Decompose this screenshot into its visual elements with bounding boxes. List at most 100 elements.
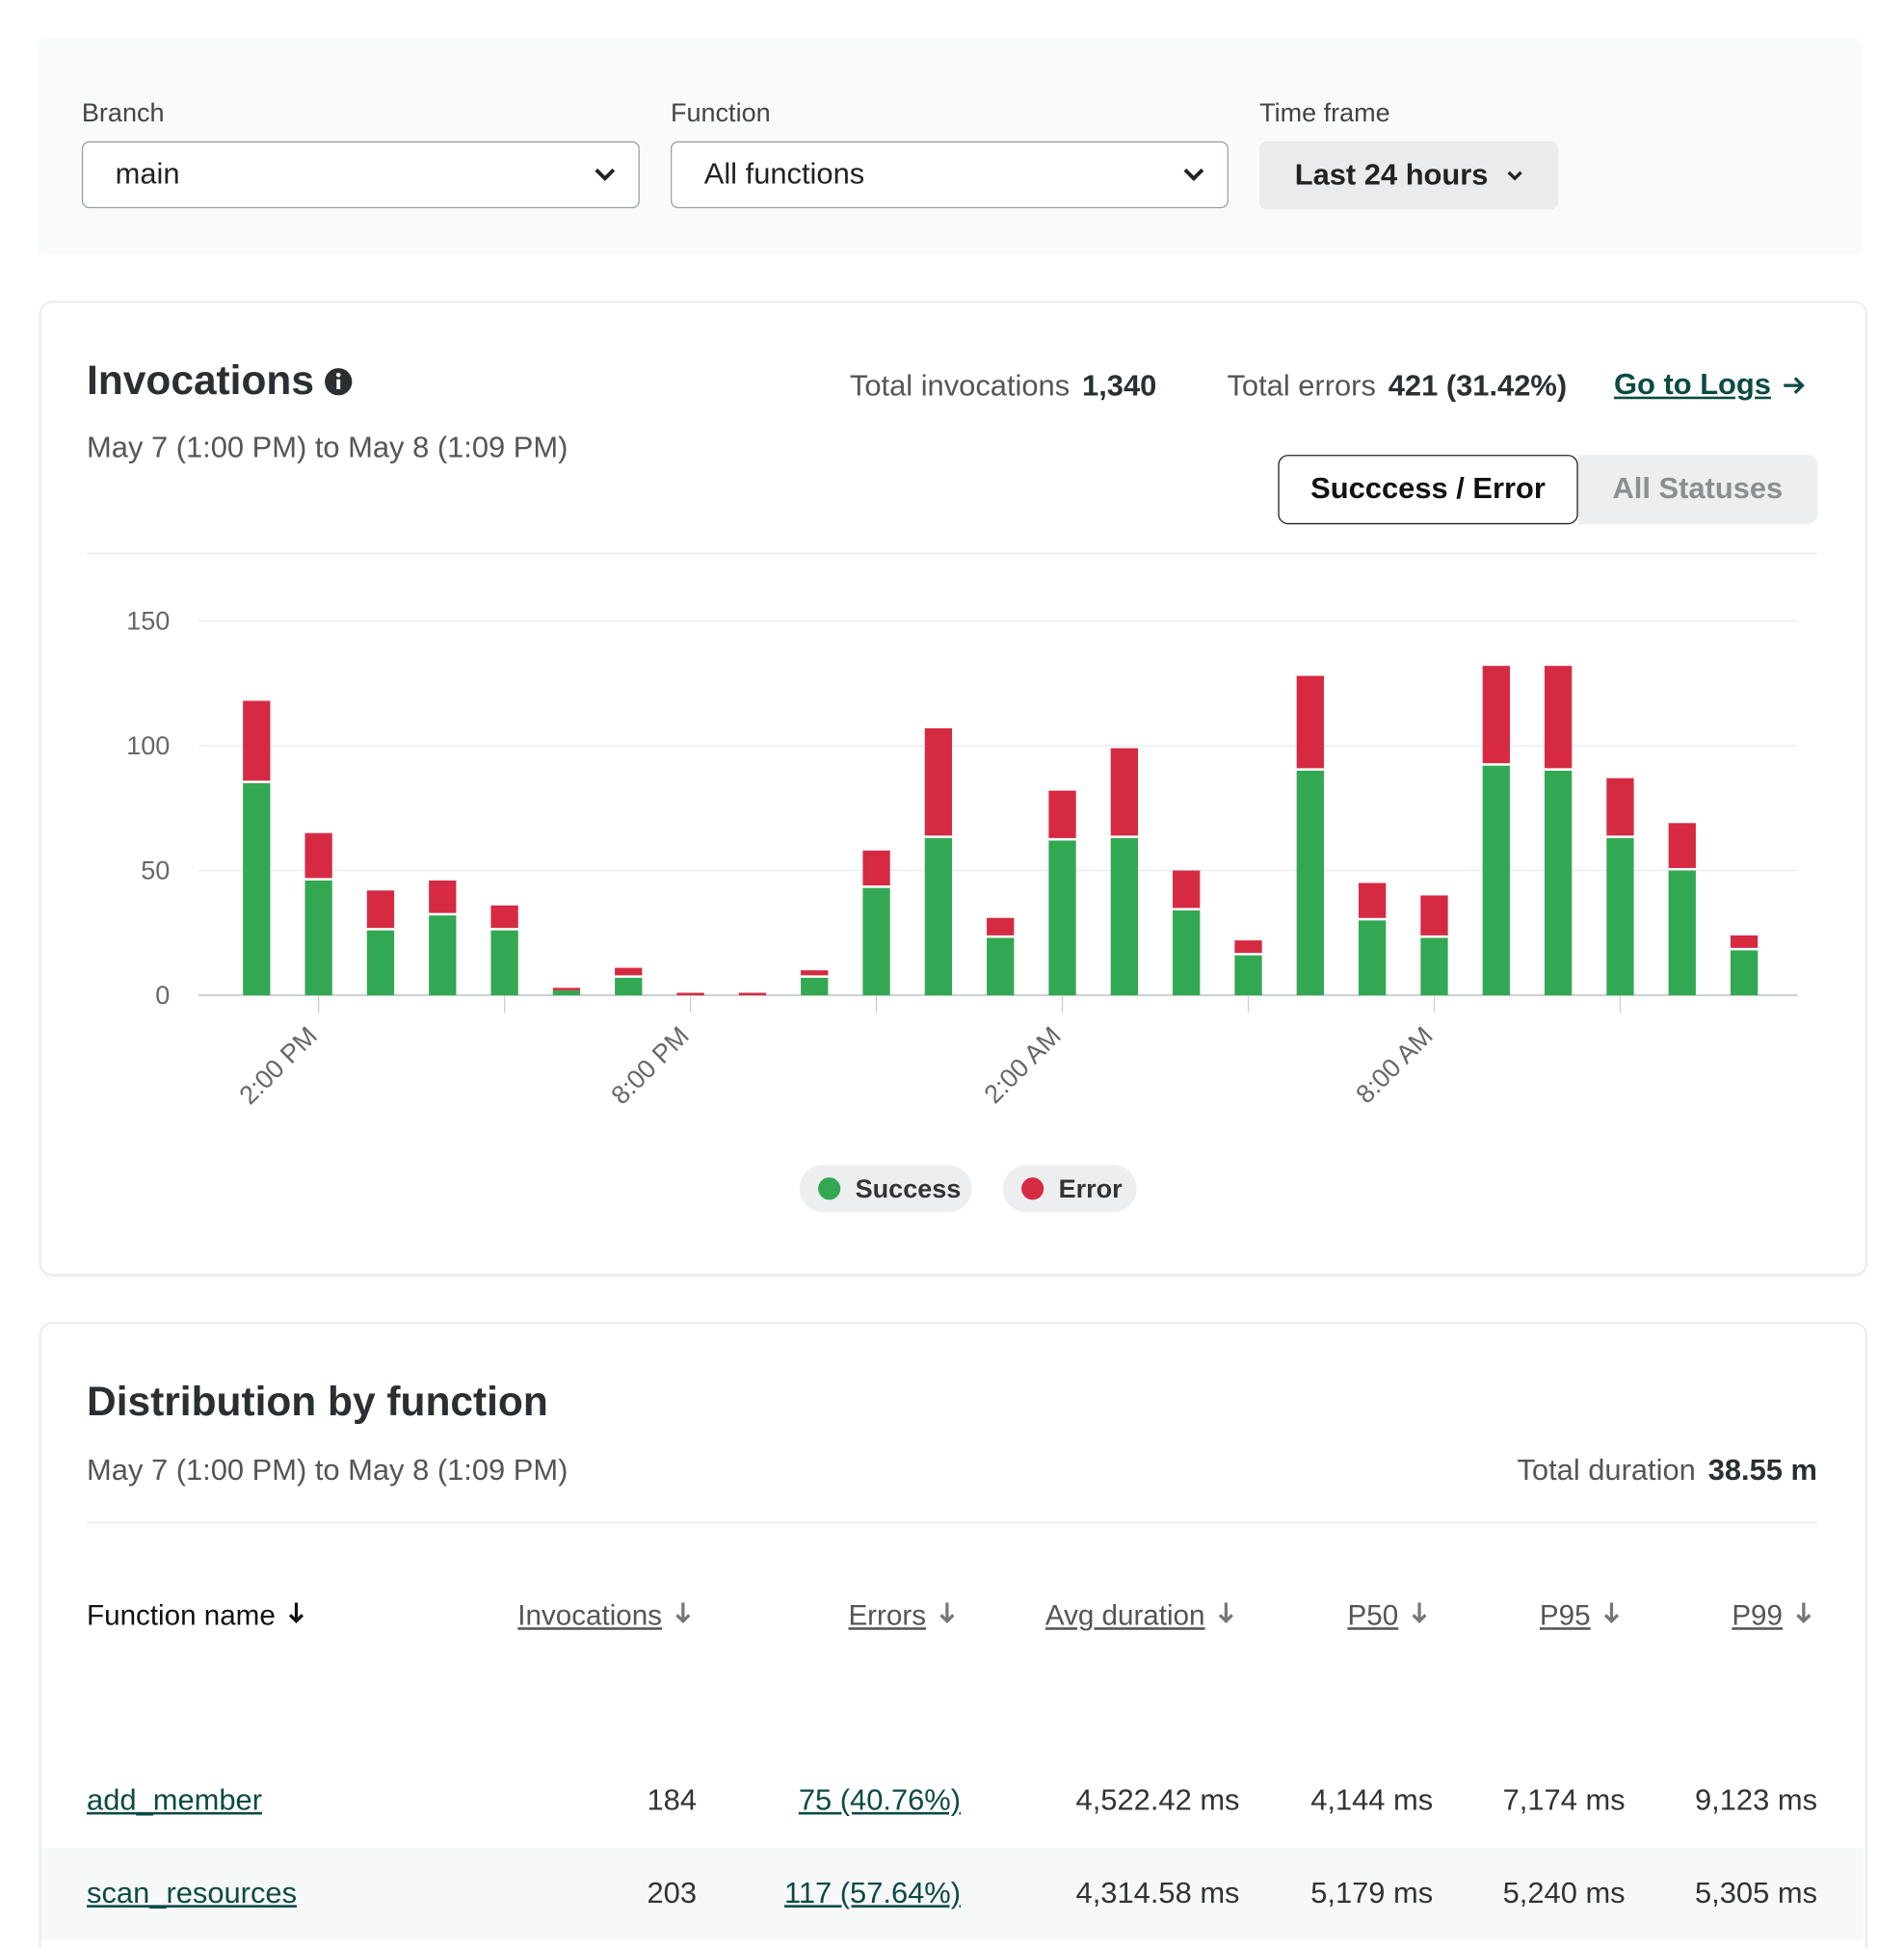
legend-label: Error — [1059, 1174, 1124, 1203]
bar-segment — [862, 850, 890, 886]
bar-segment — [552, 989, 581, 996]
bar-segment — [1048, 790, 1076, 838]
sort-arrow — [1411, 1599, 1428, 1633]
column-header[interactable]: P50 — [1348, 1599, 1429, 1633]
logs-link[interactable]: Go to Logs — [1614, 368, 1806, 403]
column-header[interactable]: Function name — [87, 1599, 305, 1633]
y-tick-label: 150 — [126, 607, 170, 636]
legend-pill — [799, 1165, 972, 1213]
select-value: Last 24 hours — [1294, 158, 1489, 192]
branch-select[interactable]: main — [81, 141, 640, 209]
stat-value: 38.55 m — [1707, 1454, 1818, 1488]
bar-segment — [1482, 666, 1510, 764]
table-cell: 5,179 ms — [1310, 1876, 1434, 1909]
errors-link[interactable]: 117 (57.64%) — [783, 1876, 962, 1909]
toggle-option[interactable]: All Statuses — [1577, 455, 1818, 525]
legend-pill — [1002, 1165, 1137, 1213]
sort-arrow — [674, 1599, 692, 1633]
bar-segment — [924, 727, 953, 836]
bar-segment — [366, 890, 395, 929]
legend-label: Success — [856, 1174, 962, 1203]
bar-segment — [1420, 937, 1448, 996]
bar-segment — [987, 917, 1015, 935]
bar-segment — [862, 887, 890, 996]
distribution-card — [40, 1322, 1867, 1949]
legend-swatch — [818, 1177, 841, 1200]
bar-segment — [1234, 940, 1262, 954]
toggle-option-active[interactable]: Succcess / Error — [1278, 455, 1578, 525]
column-header[interactable]: P95 — [1540, 1599, 1621, 1633]
table-cell: 5,305 ms — [1695, 1876, 1818, 1909]
bar-segment — [243, 700, 271, 781]
header-text: Invocations — [517, 1598, 662, 1632]
table-cell: 184 — [647, 1783, 698, 1818]
errors-link[interactable]: 75 (40.76%) — [798, 1783, 962, 1818]
function-select[interactable]: All functions — [670, 141, 1229, 209]
table-cell: 7,174 ms — [1502, 1783, 1626, 1818]
bar-segment — [1730, 950, 1759, 996]
bar-segment — [366, 930, 395, 996]
divider — [87, 552, 1818, 555]
sort-arrow — [939, 1599, 956, 1633]
header-text: P99 — [1732, 1598, 1783, 1632]
table-cell: 4,144 ms — [1310, 1783, 1434, 1818]
legend-item[interactable]: Error — [1002, 1165, 1137, 1213]
bar-segment — [1173, 909, 1201, 996]
sort-arrow-icon — [1218, 1602, 1233, 1624]
column-header[interactable]: Errors — [848, 1599, 955, 1633]
bar-segment — [801, 970, 829, 976]
timeframe-button[interactable]: Last 24 hours — [1259, 141, 1559, 210]
legend-item[interactable]: Success — [799, 1165, 972, 1213]
bar-segment — [490, 930, 518, 996]
bar-segment — [243, 782, 271, 996]
filter-label: Time frame — [1259, 98, 1390, 128]
sort-arrow-icon — [289, 1602, 304, 1624]
arrow-icon — [1783, 377, 1805, 394]
sort-arrow-icon — [939, 1602, 955, 1624]
bar-segment — [1668, 823, 1696, 868]
title-text: Invocations — [87, 356, 314, 404]
bar-segment — [615, 977, 643, 996]
bar-segment — [801, 977, 829, 996]
stat-value: 421 (31.42%) — [1388, 369, 1568, 404]
sort-arrow — [1602, 1599, 1620, 1633]
function-link[interactable]: scan_resources — [87, 1876, 298, 1909]
y-tick-label: 0 — [155, 981, 170, 1010]
sort-arrow-icon — [675, 1602, 691, 1624]
column-header[interactable]: Invocations — [517, 1599, 692, 1633]
y-tick-label: 50 — [141, 856, 170, 885]
stat: Total errors 421 (31.42%) — [1227, 369, 1567, 404]
bar-segment — [304, 832, 332, 879]
bar-segment — [304, 880, 332, 996]
stat: Total duration 38.55 m — [1517, 1454, 1817, 1488]
bar-segment — [1606, 837, 1634, 996]
legend-swatch — [1021, 1177, 1045, 1200]
card-title: Invocations — [87, 357, 354, 405]
bar-segment — [1296, 675, 1324, 769]
select-value: main — [115, 157, 180, 192]
stat-label: Total duration — [1517, 1454, 1696, 1488]
stat-label: Total errors — [1227, 369, 1376, 404]
sort-arrow — [1795, 1599, 1812, 1633]
bar-segment — [490, 905, 518, 929]
bar-segment — [1359, 920, 1387, 996]
bar-segment — [738, 992, 767, 996]
column-header[interactable]: Avg duration — [1045, 1599, 1234, 1633]
bar-segment — [1359, 882, 1387, 918]
bar-segment — [1420, 895, 1448, 935]
bar-segment — [1110, 837, 1139, 996]
column-header[interactable]: P99 — [1732, 1599, 1812, 1633]
toggle-text: Succcess / Error — [1310, 472, 1546, 506]
row-stripe — [40, 1847, 1864, 1939]
date-range: May 7 (1:00 PM) to May 8 (1:09 PM) — [87, 1454, 569, 1488]
info-icon[interactable] — [324, 366, 354, 396]
function-link[interactable]: add_member — [87, 1783, 262, 1818]
filter-label: Branch — [81, 98, 165, 128]
header-text: Function name — [87, 1598, 276, 1632]
filter-label: Function — [670, 98, 771, 128]
divider — [87, 1521, 1818, 1524]
chevron — [1506, 171, 1522, 180]
stat: Total invocations 1,340 — [850, 369, 1156, 404]
header-text: Avg duration — [1045, 1598, 1205, 1632]
